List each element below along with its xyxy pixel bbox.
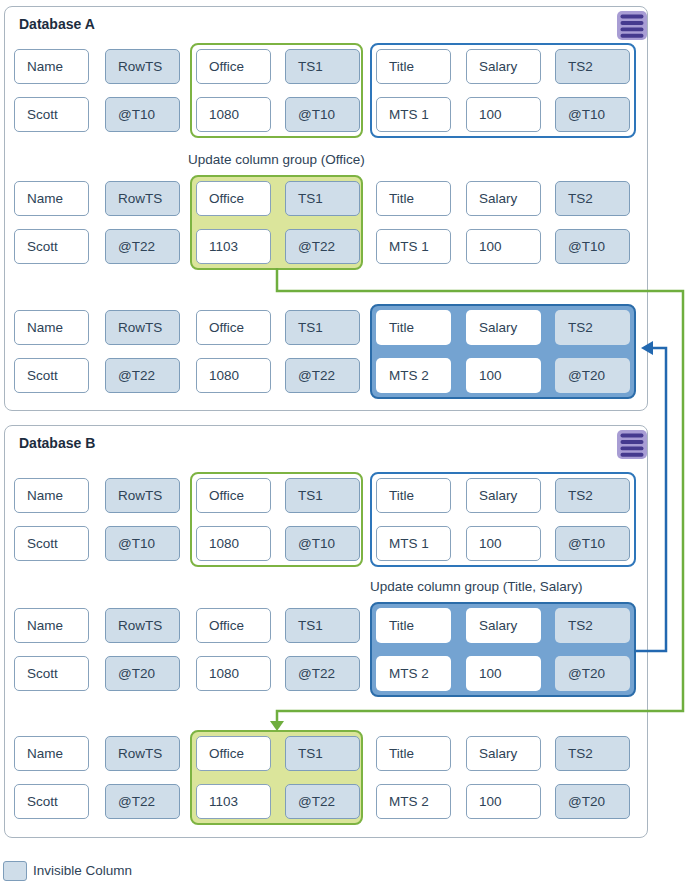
invisible-column-swatch (3, 861, 27, 881)
value-cell: 1103 (196, 784, 271, 819)
value-cell: @T10 (285, 526, 360, 561)
column-header-cell: RowTS (105, 310, 180, 345)
value-cell: @T22 (285, 229, 360, 264)
column-header-cell: Salary (466, 608, 541, 643)
column-header-cell: Office (196, 310, 271, 345)
update-column-group-label: Update column group (Office) (188, 152, 365, 167)
column-header-cell: Name (14, 736, 89, 771)
value-cell: @T20 (105, 656, 180, 691)
column-header-cell: Salary (466, 310, 541, 345)
value-cell: @T22 (105, 784, 180, 819)
column-header-cell: Title (376, 181, 451, 216)
database-icon (617, 430, 647, 459)
column-header-cell: Title (376, 478, 451, 513)
column-header-cell: TS2 (555, 736, 630, 771)
value-cell: 1080 (196, 358, 271, 393)
value-cell: @T10 (555, 526, 630, 561)
column-header-cell: Salary (466, 736, 541, 771)
column-header-cell: Office (196, 478, 271, 513)
replication-diagram: Database A Name RowTS Office TS1 Title Salary T… (0, 0, 686, 882)
column-header-cell: Title (376, 310, 451, 345)
value-cell: @T20 (555, 656, 630, 691)
value-cell: @T22 (105, 229, 180, 264)
value-cell: 1080 (196, 526, 271, 561)
column-header-cell: Office (196, 608, 271, 643)
column-header-cell: TS2 (555, 478, 630, 513)
value-cell: @T10 (555, 229, 630, 264)
column-header-cell: Name (14, 310, 89, 345)
value-cell: MTS 2 (376, 656, 451, 691)
column-header-cell: Office (196, 736, 271, 771)
database-title: Database B (19, 435, 95, 451)
value-cell: 1103 (196, 229, 271, 264)
value-cell: MTS 2 (376, 358, 451, 393)
value-cell: @T22 (285, 358, 360, 393)
value-cell: Scott (14, 97, 89, 132)
update-column-group-label: Update column group (Title, Salary) (370, 579, 583, 594)
column-header-cell: TS1 (285, 478, 360, 513)
column-header-cell: RowTS (105, 736, 180, 771)
value-cell: MTS 1 (376, 229, 451, 264)
value-cell: @T10 (105, 97, 180, 132)
column-header-cell: RowTS (105, 181, 180, 216)
column-header-cell: RowTS (105, 478, 180, 513)
value-cell: MTS 1 (376, 526, 451, 561)
column-header-cell: TS1 (285, 181, 360, 216)
column-header-cell: Name (14, 608, 89, 643)
database-title: Database A (19, 16, 95, 32)
value-cell: 100 (466, 229, 541, 264)
value-cell: @T22 (105, 358, 180, 393)
legend-label: Invisible Column (33, 863, 132, 878)
value-cell: @T10 (555, 97, 630, 132)
value-cell: @T20 (555, 358, 630, 393)
value-cell: @T22 (285, 656, 360, 691)
value-cell: MTS 2 (376, 784, 451, 819)
value-cell: 100 (466, 784, 541, 819)
value-cell: Scott (14, 358, 89, 393)
column-header-cell: Salary (466, 49, 541, 84)
value-cell: MTS 1 (376, 97, 451, 132)
column-header-cell: Office (196, 49, 271, 84)
column-header-cell: Title (376, 736, 451, 771)
column-header-cell: TS2 (555, 181, 630, 216)
column-header-cell: Salary (466, 181, 541, 216)
column-header-cell: TS1 (285, 49, 360, 84)
value-cell: 1080 (196, 656, 271, 691)
database-icon (617, 11, 647, 40)
value-cell: 100 (466, 358, 541, 393)
column-header-cell: TS1 (285, 608, 360, 643)
column-header-cell: Name (14, 478, 89, 513)
column-header-cell: RowTS (105, 608, 180, 643)
value-cell: 1080 (196, 97, 271, 132)
column-header-cell: TS2 (555, 49, 630, 84)
column-header-cell: Title (376, 49, 451, 84)
value-cell: 100 (466, 656, 541, 691)
value-cell: 100 (466, 526, 541, 561)
value-cell: @T10 (105, 526, 180, 561)
column-header-cell: TS1 (285, 310, 360, 345)
value-cell: @T22 (285, 784, 360, 819)
value-cell: Scott (14, 526, 89, 561)
value-cell: Scott (14, 656, 89, 691)
value-cell: 100 (466, 97, 541, 132)
column-header-cell: Name (14, 181, 89, 216)
column-header-cell: Title (376, 608, 451, 643)
column-header-cell: Name (14, 49, 89, 84)
column-header-cell: TS2 (555, 310, 630, 345)
column-header-cell: TS1 (285, 736, 360, 771)
column-header-cell: RowTS (105, 49, 180, 84)
column-header-cell: Salary (466, 478, 541, 513)
column-header-cell: TS2 (555, 608, 630, 643)
value-cell: @T10 (285, 97, 360, 132)
value-cell: Scott (14, 784, 89, 819)
value-cell: @T20 (555, 784, 630, 819)
column-header-cell: Office (196, 181, 271, 216)
value-cell: Scott (14, 229, 89, 264)
